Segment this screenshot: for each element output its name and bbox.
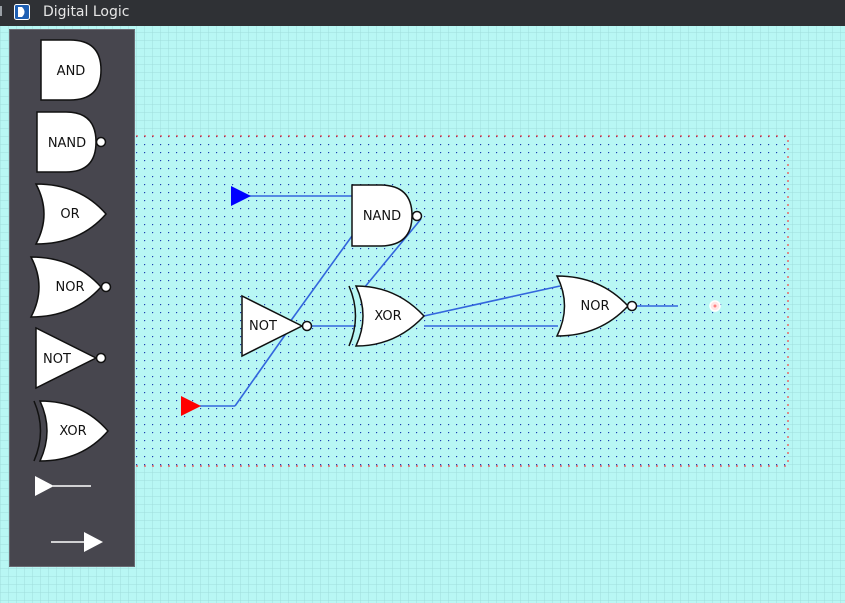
nand-gate-label: NAND (363, 209, 401, 224)
input-a-source[interactable] (231, 186, 251, 206)
and-gate-icon: AND (57, 64, 86, 79)
app-logo-icon[interactable] (14, 4, 30, 20)
xor-gate[interactable]: XOR (348, 285, 426, 347)
component-palette: AND NAND OR NOR NOT XOR (9, 29, 135, 567)
wire[interactable] (286, 235, 353, 327)
palette-output-arrow[interactable] (51, 532, 103, 552)
palette-nand-gate[interactable]: NAND (36, 111, 107, 173)
nor-gate[interactable]: NOR (555, 275, 638, 337)
wires (200, 195, 678, 407)
nor-gate-icon: NOR (56, 280, 85, 295)
xor-gate-label: XOR (374, 309, 401, 324)
palette-nor-gate[interactable]: NOR (29, 256, 112, 318)
wire[interactable] (234, 327, 291, 407)
window-title: Digital Logic (43, 4, 130, 20)
input-b-source[interactable] (181, 396, 201, 416)
palette-input-source[interactable] (35, 476, 91, 496)
wire[interactable] (423, 285, 561, 317)
circuit-board[interactable] (127, 135, 789, 467)
window-edge-marker (0, 6, 2, 16)
circuit-canvas[interactable]: NAND NOT XOR NOR (0, 26, 845, 603)
workspace-canvas[interactable]: NAND NOT XOR NOR (0, 26, 845, 603)
palette-not-gate[interactable]: NOT (35, 326, 107, 390)
wire[interactable] (363, 218, 422, 289)
output-arrow-icon (84, 532, 103, 552)
xor-gate-icon: XOR (59, 424, 86, 439)
not-gate-label: NOT (249, 319, 277, 334)
palette-or-gate[interactable]: OR (34, 183, 107, 245)
title-bar: Digital Logic (0, 0, 845, 26)
nand-gate[interactable]: NAND (351, 184, 423, 247)
input-source-icon (35, 476, 54, 496)
output-probe[interactable] (709, 300, 721, 312)
not-gate[interactable]: NOT (241, 294, 313, 358)
nand-gate-icon: NAND (48, 136, 86, 151)
palette-and-gate[interactable]: AND (40, 39, 102, 101)
nor-gate-label: NOR (581, 299, 610, 314)
or-gate-icon: OR (60, 207, 79, 222)
palette-xor-gate[interactable]: XOR (33, 400, 109, 462)
not-gate-icon: NOT (43, 352, 71, 367)
